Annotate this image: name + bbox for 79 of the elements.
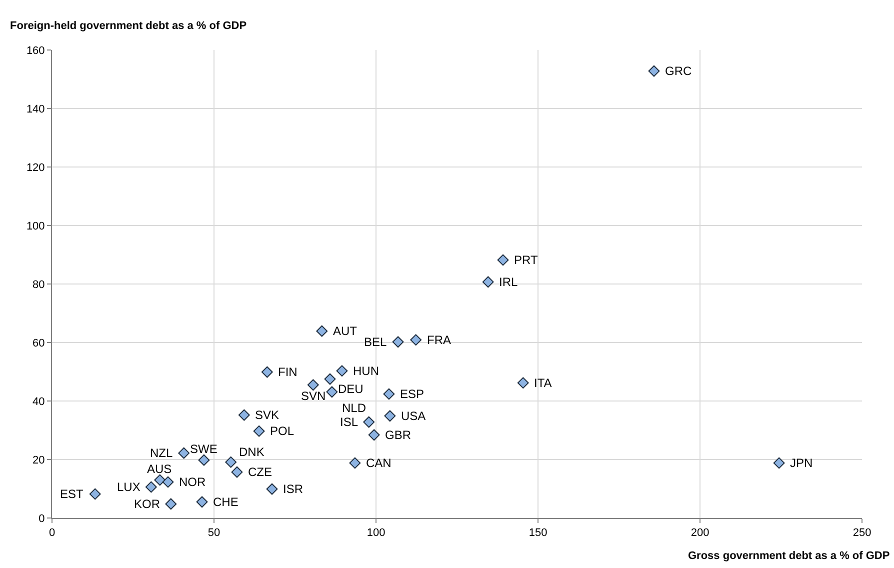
x-tick-label: 200 [690, 527, 710, 540]
annotation: JPN [790, 456, 813, 470]
annotation: USA [401, 409, 426, 423]
y-axis-title: Foreign-held government debt as a % of GDP [10, 20, 247, 32]
point [196, 496, 208, 508]
annotation: SWE [190, 442, 218, 456]
point [89, 488, 101, 500]
point [384, 410, 396, 422]
annotation: POL [270, 424, 294, 438]
annotation: SVN [301, 389, 326, 403]
y-tick-label: 160 [26, 44, 45, 57]
point [198, 454, 210, 466]
annotation: AUS [147, 462, 172, 476]
x-tick-label: 0 [48, 527, 56, 540]
y-tick-label: 100 [26, 220, 45, 232]
annotation: GBR [385, 428, 412, 442]
point [178, 447, 190, 459]
point [238, 409, 250, 421]
point [383, 388, 395, 400]
y-tick-label: 120 [26, 162, 45, 174]
point [261, 366, 273, 378]
y-tick-label: 0 [38, 512, 45, 525]
annotation: BEL [364, 335, 388, 349]
annotation: KOR [134, 497, 160, 511]
point [253, 425, 265, 437]
point [326, 386, 338, 398]
annotation: GRC [665, 64, 692, 78]
point [773, 457, 785, 469]
point [482, 276, 494, 288]
x-tick-label: 100 [366, 527, 386, 540]
point [145, 481, 157, 493]
point [266, 483, 278, 495]
annotation: NLD [342, 401, 366, 415]
annotation: NOR [179, 475, 206, 489]
x-axis-title: Gross government debt as a % of GDP [688, 550, 890, 562]
annotation: NZL [150, 446, 173, 460]
point [316, 325, 328, 337]
annotation: CAN [366, 456, 392, 470]
annotation: AUT [333, 324, 358, 338]
x-tick-label: 250 [852, 527, 872, 540]
y-tick-label: 80 [32, 278, 45, 291]
annotation: ISL [340, 415, 358, 429]
annotation: DNK [239, 445, 264, 459]
annotation: ISR [283, 482, 304, 496]
point [165, 498, 177, 510]
point [410, 334, 422, 346]
x-tick-label: 50 [208, 527, 220, 540]
annotation: EST [60, 487, 84, 501]
point [336, 365, 348, 377]
annotation: LUX [117, 480, 140, 494]
point [368, 429, 380, 441]
annotation: SVK [255, 408, 280, 422]
point [324, 373, 336, 385]
y-tick-label: 140 [26, 103, 45, 116]
y-tick-label: 20 [32, 454, 45, 466]
annotation: IRL [499, 275, 518, 289]
annotation: FIN [278, 365, 298, 379]
point [648, 65, 660, 77]
annotation: FRA [427, 333, 451, 347]
point [517, 377, 529, 389]
annotation: CHE [213, 495, 238, 509]
point [349, 457, 361, 469]
point [231, 466, 243, 478]
point [154, 474, 166, 486]
point [497, 254, 509, 266]
point [392, 336, 404, 348]
annotation: PRT [514, 253, 538, 267]
point [307, 379, 319, 391]
annotation: CZE [248, 465, 272, 479]
point [363, 416, 375, 428]
point [162, 476, 174, 488]
annotation: HUN [353, 364, 379, 378]
point [225, 456, 237, 468]
annotation: ESP [400, 387, 424, 401]
annotation: DEU [338, 382, 364, 396]
x-tick-label: 150 [528, 527, 548, 540]
y-tick-label: 40 [32, 396, 45, 408]
y-tick-label: 60 [32, 337, 45, 350]
annotation: ITA [534, 376, 552, 390]
